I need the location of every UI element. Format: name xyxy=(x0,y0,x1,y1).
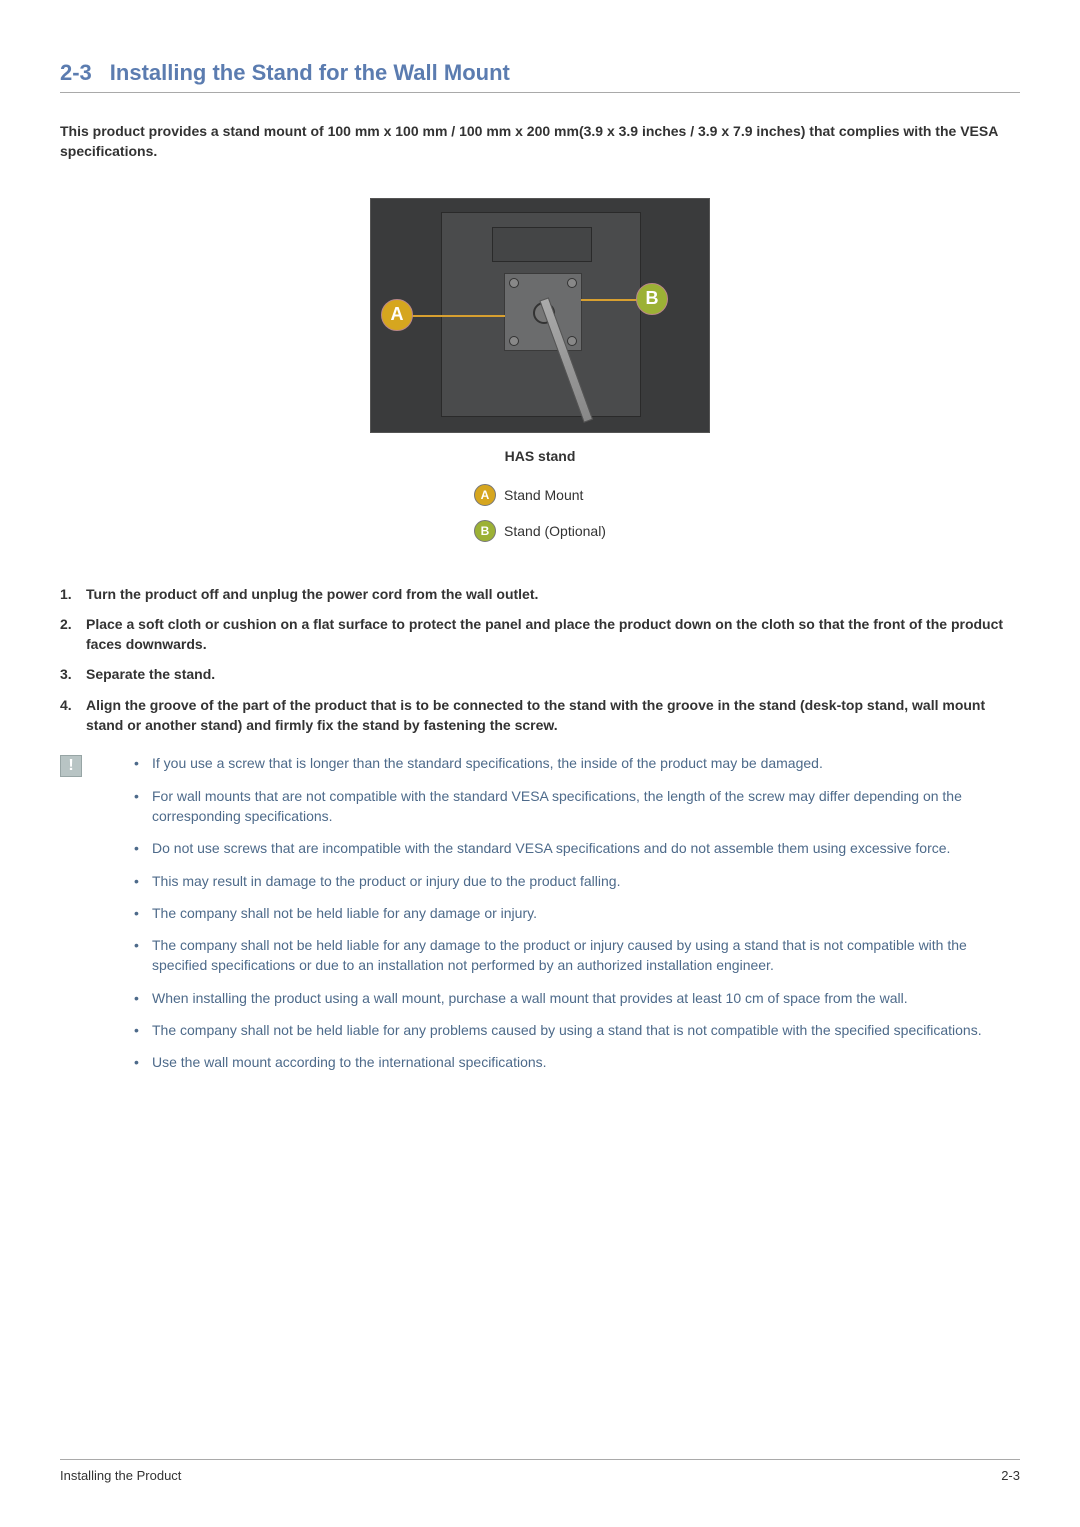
callout-b-letter: B xyxy=(646,288,659,309)
step-item: Separate the stand. xyxy=(86,664,1020,684)
caution-item: For wall mounts that are not compatible … xyxy=(130,786,1020,827)
page-footer: Installing the Product 2-3 xyxy=(60,1459,1020,1483)
section-heading: 2-3 Installing the Stand for the Wall Mou… xyxy=(60,60,1020,93)
step-item: Align the groove of the part of the prod… xyxy=(86,695,1020,736)
caution-item: The company shall not be held liable for… xyxy=(130,903,1020,923)
callout-line-b xyxy=(581,299,641,301)
caution-item: The company shall not be held liable for… xyxy=(130,1020,1020,1040)
figure-illustration: A B xyxy=(370,198,710,433)
top-slot xyxy=(492,227,592,262)
step-item: Place a soft cloth or cushion on a flat … xyxy=(86,614,1020,655)
figure-legend: A Stand Mount B Stand (Optional) xyxy=(474,484,606,556)
caution-list: If you use a screw that is longer than t… xyxy=(130,753,1020,1084)
caution-item: The company shall not be held liable for… xyxy=(130,935,1020,976)
footer-right: 2-3 xyxy=(1001,1468,1020,1483)
screw-hole-icon xyxy=(567,278,577,288)
step-item: Turn the product off and unplug the powe… xyxy=(86,584,1020,604)
callout-badge-b: B xyxy=(636,283,668,315)
legend-badge-a: A xyxy=(474,484,496,506)
legend-a-label: Stand Mount xyxy=(504,487,583,503)
screw-hole-icon xyxy=(509,278,519,288)
caution-item: When installing the product using a wall… xyxy=(130,988,1020,1008)
screw-hole-icon xyxy=(567,336,577,346)
caution-icon: ! xyxy=(60,755,82,777)
callout-badge-a: A xyxy=(381,299,413,331)
screw-hole-icon xyxy=(509,336,519,346)
legend-a-letter: A xyxy=(481,488,490,502)
caution-item: Do not use screws that are incompatible … xyxy=(130,838,1020,858)
legend-badge-b: B xyxy=(474,520,496,542)
footer-left: Installing the Product xyxy=(60,1468,181,1483)
figure-area: A B HAS stand A Stand Mount B Stand (Opt… xyxy=(60,198,1020,574)
figure-caption: HAS stand xyxy=(60,448,1020,464)
section-title: Installing the Stand for the Wall Mount xyxy=(110,60,510,85)
legend-b-letter: B xyxy=(481,524,490,538)
legend-b-label: Stand (Optional) xyxy=(504,523,606,539)
legend-row-a: A Stand Mount xyxy=(474,484,606,506)
caution-item: If you use a screw that is longer than t… xyxy=(130,753,1020,773)
caution-item: Use the wall mount according to the inte… xyxy=(130,1052,1020,1072)
intro-paragraph: This product provides a stand mount of 1… xyxy=(60,121,1020,162)
legend-row-b: B Stand (Optional) xyxy=(474,520,606,542)
callout-line-a xyxy=(403,315,505,317)
callout-a-letter: A xyxy=(391,304,404,325)
caution-block: ! If you use a screw that is longer than… xyxy=(60,753,1020,1084)
steps-list: Turn the product off and unplug the powe… xyxy=(60,584,1020,736)
caution-item: This may result in damage to the product… xyxy=(130,871,1020,891)
section-number: 2-3 xyxy=(60,60,92,85)
